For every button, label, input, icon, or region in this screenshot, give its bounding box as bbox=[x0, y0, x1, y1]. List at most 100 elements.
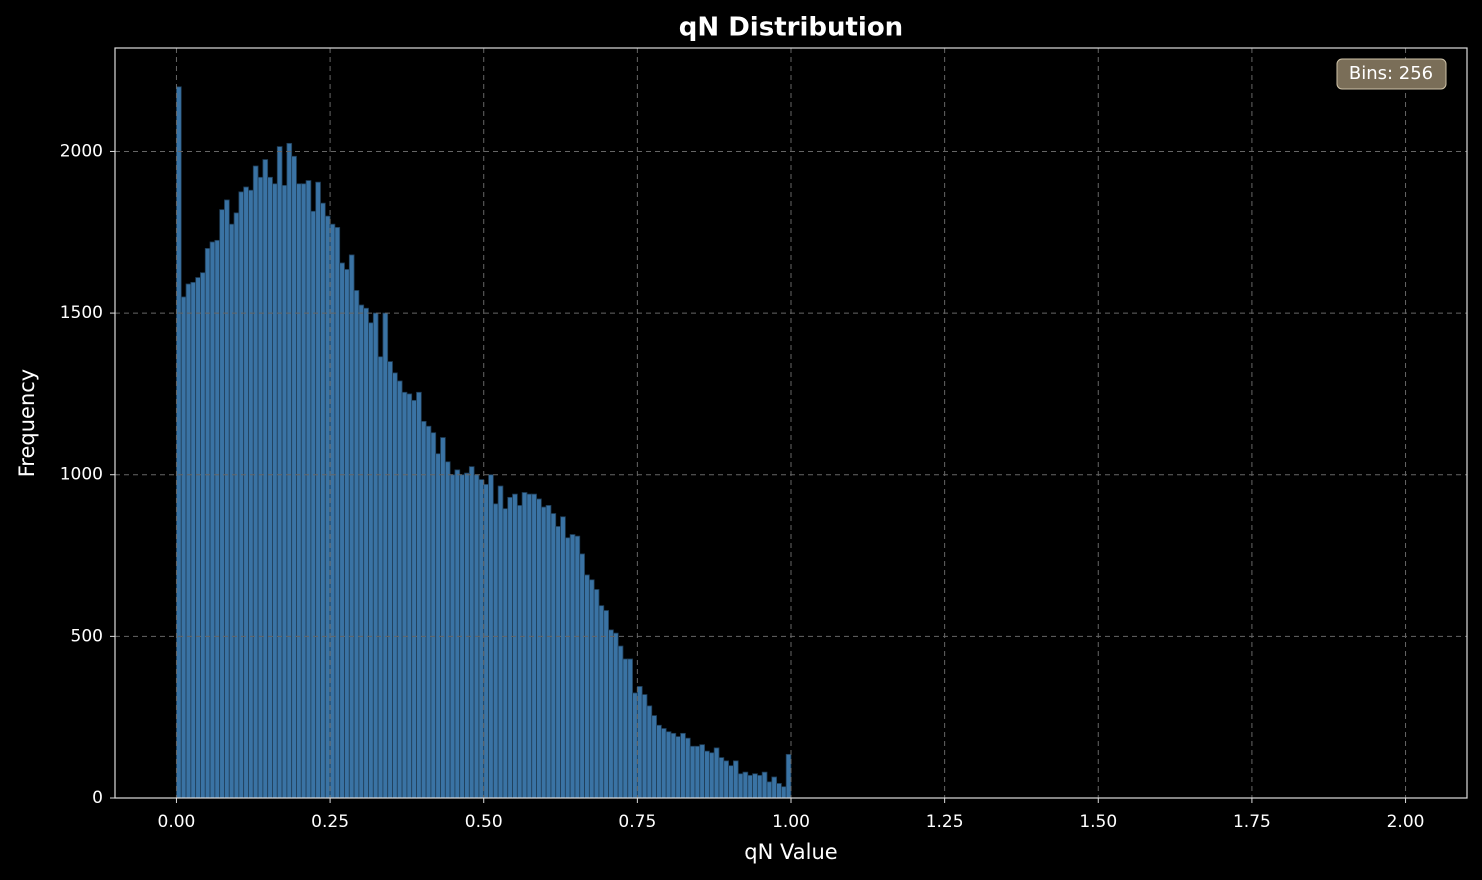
x-tick-label: 1.00 bbox=[772, 812, 810, 832]
bar bbox=[536, 498, 542, 799]
bar bbox=[708, 752, 715, 799]
y-tick-label: 500 bbox=[71, 626, 103, 646]
bar bbox=[660, 728, 667, 799]
x-tick-label: 1.50 bbox=[1079, 812, 1117, 832]
x-tick-label: 0.00 bbox=[158, 812, 196, 832]
bar bbox=[243, 186, 249, 799]
x-tick-label: 0.75 bbox=[618, 812, 656, 832]
bar bbox=[713, 747, 720, 799]
bar bbox=[766, 781, 773, 799]
bar bbox=[200, 272, 206, 799]
bar bbox=[761, 771, 768, 799]
bar bbox=[238, 191, 245, 799]
bar bbox=[569, 534, 576, 799]
bar bbox=[756, 774, 763, 799]
bar bbox=[468, 466, 475, 799]
y-tick-label: 1500 bbox=[60, 303, 103, 323]
bar bbox=[180, 296, 187, 799]
bar bbox=[521, 492, 528, 799]
bar bbox=[252, 165, 259, 799]
bar bbox=[358, 304, 365, 799]
bar bbox=[440, 437, 446, 799]
bar bbox=[684, 737, 691, 799]
bar bbox=[492, 503, 499, 799]
bar bbox=[272, 183, 278, 799]
bar bbox=[507, 496, 513, 799]
bar bbox=[545, 505, 552, 799]
bar bbox=[281, 184, 288, 799]
bar bbox=[195, 277, 201, 799]
bar bbox=[372, 312, 379, 799]
bar bbox=[608, 629, 614, 799]
bar bbox=[699, 744, 705, 799]
x-tick-label: 0.25 bbox=[311, 812, 349, 832]
bar bbox=[555, 526, 561, 799]
bar bbox=[627, 658, 633, 799]
bar bbox=[377, 356, 384, 799]
bar bbox=[636, 686, 643, 799]
bar bbox=[305, 180, 312, 799]
bar bbox=[315, 181, 321, 799]
bar bbox=[728, 765, 734, 799]
bar bbox=[262, 159, 269, 799]
x-axis-label: qN Value bbox=[744, 840, 837, 864]
bar bbox=[267, 176, 273, 799]
bar bbox=[689, 745, 696, 799]
bar bbox=[430, 432, 437, 799]
bar bbox=[680, 732, 686, 799]
bar bbox=[540, 506, 547, 799]
bar bbox=[209, 241, 216, 799]
bar bbox=[348, 254, 355, 799]
bar bbox=[396, 380, 403, 799]
bar bbox=[579, 553, 585, 799]
bar bbox=[286, 142, 293, 799]
bar bbox=[425, 425, 432, 799]
bar bbox=[320, 202, 326, 799]
bar bbox=[411, 399, 417, 799]
bar bbox=[584, 574, 590, 799]
bar bbox=[622, 658, 629, 799]
bar bbox=[646, 705, 653, 799]
x-tick-label: 1.75 bbox=[1233, 812, 1271, 832]
x-tick-label: 1.25 bbox=[926, 812, 964, 832]
bar bbox=[488, 474, 494, 799]
bar bbox=[737, 773, 744, 799]
bar bbox=[516, 505, 523, 799]
bar bbox=[497, 485, 504, 799]
bar bbox=[214, 239, 221, 799]
chart-title: qN Distribution bbox=[679, 13, 903, 43]
bar bbox=[718, 757, 725, 799]
y-tick-label: 0 bbox=[92, 788, 103, 808]
bar bbox=[483, 484, 489, 799]
bar bbox=[560, 516, 566, 799]
bar bbox=[257, 176, 264, 799]
bar bbox=[771, 776, 777, 799]
bar bbox=[675, 736, 681, 799]
bar bbox=[651, 715, 657, 799]
bar bbox=[598, 605, 605, 799]
bar bbox=[752, 773, 758, 799]
bar bbox=[324, 215, 331, 799]
bar bbox=[176, 86, 182, 799]
y-axis-label: Frequency bbox=[15, 369, 39, 478]
bar bbox=[641, 694, 648, 799]
bar bbox=[593, 589, 600, 799]
bar bbox=[464, 472, 470, 799]
bar bbox=[478, 479, 485, 799]
bar bbox=[444, 461, 451, 799]
bar bbox=[665, 731, 672, 799]
bar bbox=[694, 745, 701, 799]
bar bbox=[344, 269, 350, 799]
bar bbox=[526, 493, 533, 799]
bar bbox=[228, 223, 235, 799]
bar bbox=[329, 223, 336, 799]
bar bbox=[382, 312, 389, 799]
bar bbox=[723, 760, 729, 799]
bar bbox=[190, 281, 197, 799]
bar bbox=[502, 508, 509, 799]
bar bbox=[248, 189, 254, 799]
bar bbox=[564, 537, 571, 799]
annotation-box bbox=[1336, 58, 1447, 90]
